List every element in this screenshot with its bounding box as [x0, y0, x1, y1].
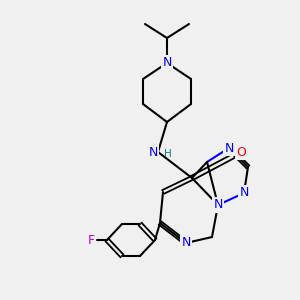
- Text: F: F: [87, 233, 94, 247]
- Text: N: N: [239, 187, 249, 200]
- Text: N: N: [224, 142, 234, 154]
- Text: H: H: [164, 149, 172, 159]
- Text: N: N: [148, 146, 158, 158]
- Text: N: N: [213, 199, 223, 212]
- Text: N: N: [181, 236, 191, 250]
- Text: N: N: [162, 56, 172, 70]
- Text: O: O: [236, 146, 246, 158]
